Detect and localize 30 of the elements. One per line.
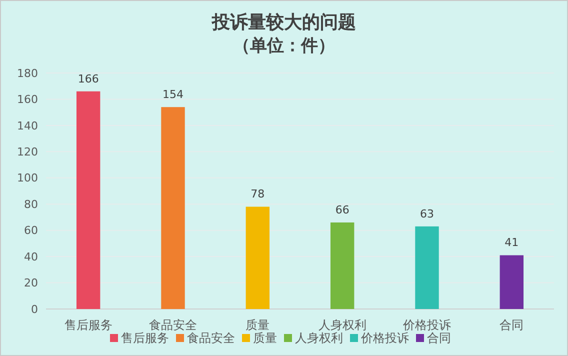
y-tick-label: 20 (24, 276, 38, 290)
data-label: 78 (250, 188, 265, 201)
legend-label: 人身权利 (295, 331, 343, 345)
y-tick-label: 140 (17, 119, 38, 132)
data-label: 63 (420, 207, 434, 220)
legend-label: 质量 (253, 331, 277, 345)
data-label: 166 (78, 72, 99, 86)
legend-label: 合同 (427, 331, 451, 345)
legend-label: 售后服务 (121, 331, 169, 345)
x-tick-label: 人身权利 (318, 318, 366, 332)
y-tick-label: 120 (17, 146, 38, 159)
data-label: 66 (335, 203, 350, 216)
x-tick-label: 价格投诉 (402, 318, 451, 332)
data-label: 154 (162, 88, 184, 102)
chart-title: 投诉量较大的问题 (211, 12, 356, 33)
x-tick-label: 售后服务 (64, 318, 112, 332)
y-tick-label: 160 (17, 93, 38, 106)
x-tick-label: 合同 (500, 318, 524, 332)
y-tick-label: 40 (24, 250, 38, 264)
y-tick-label: 180 (17, 66, 38, 80)
y-tick-label: 60 (24, 224, 38, 238)
y-tick-label: 80 (24, 198, 38, 211)
x-tick-label: 食品安全 (149, 318, 197, 332)
chart-subtitle: （单位：件） (233, 36, 335, 56)
legend-label: 食品安全 (187, 331, 235, 345)
y-tick-label: 0 (31, 302, 38, 316)
y-tick-label: 100 (17, 172, 38, 185)
data-label: 41 (504, 236, 519, 250)
x-tick-label: 质量 (246, 318, 270, 332)
legend-label: 价格投诉 (360, 331, 409, 345)
